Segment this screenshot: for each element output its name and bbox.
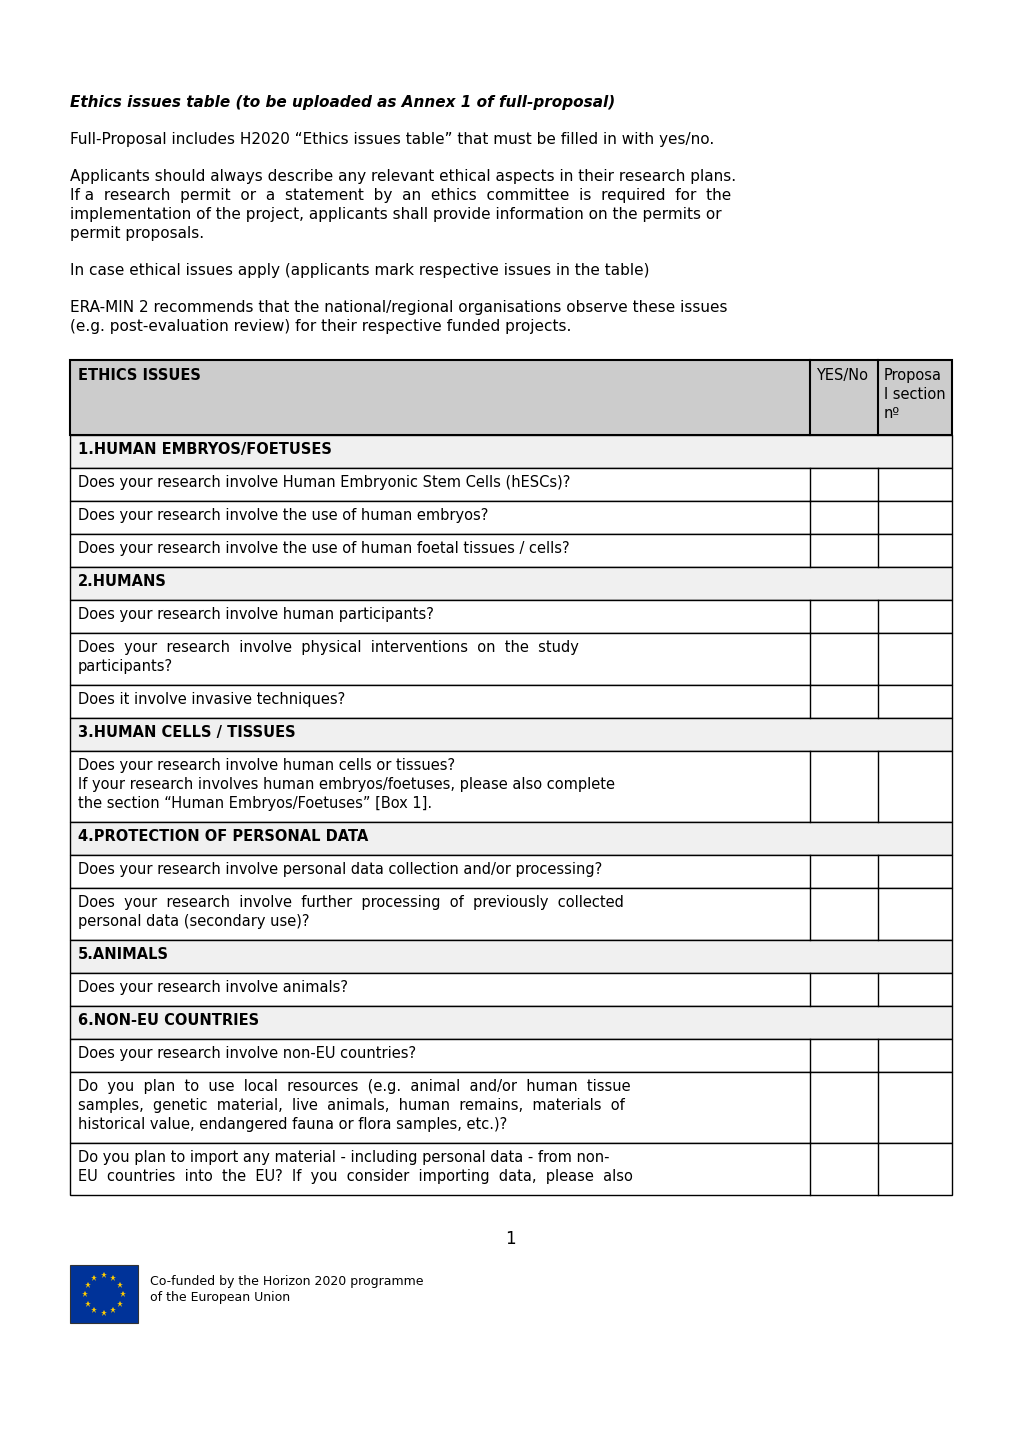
Bar [70,633,951,685]
Bar [70,1039,951,1072]
Bar [70,1006,951,1039]
Text: Applicants should always describe any relevant ethical aspects in their research: Applicants should always describe any re… [70,169,736,185]
Text: Does  your  research  involve  physical  interventions  on  the  study: Does your research involve physical inte… [77,641,579,655]
Text: permit proposals.: permit proposals. [70,227,204,241]
Text: personal data (secondary use)?: personal data (secondary use)? [77,913,309,929]
Text: Do  you  plan  to  use  local  resources  (e.g.  animal  and/or  human  tissue: Do you plan to use local resources (e.g.… [77,1079,630,1094]
Text: 2.HUMANS: 2.HUMANS [77,574,167,589]
Bar [70,685,951,719]
Text: In case ethical issues apply (applicants mark respective issues in the table): In case ethical issues apply (applicants… [70,263,649,278]
Bar [70,973,951,1006]
Text: Does it involve invasive techniques?: Does it involve invasive techniques? [77,693,344,707]
Bar [70,887,951,939]
Bar [70,468,951,501]
Text: ERA-MIN 2 recommends that the national/regional organisations observe these issu: ERA-MIN 2 recommends that the national/r… [70,300,727,315]
Text: Does your research involve the use of human foetal tissues / cells?: Does your research involve the use of hu… [77,541,569,556]
Text: Does your research involve human cells or tissues?: Does your research involve human cells o… [77,758,454,773]
Bar [70,359,951,434]
Text: samples,  genetic  material,  live  animals,  human  remains,  materials  of: samples, genetic material, live animals,… [77,1098,625,1113]
Text: 1.HUMAN EMBRYOS/FOETUSES: 1.HUMAN EMBRYOS/FOETUSES [77,442,331,457]
Text: the section “Human Embryos/Foetuses” [Box 1].: the section “Human Embryos/Foetuses” [Bo… [77,797,432,811]
Bar [70,1072,951,1143]
Text: implementation of the project, applicants shall provide information on the permi: implementation of the project, applicant… [70,206,720,222]
Text: historical value, endangered fauna or flora samples, etc.)?: historical value, endangered fauna or fl… [77,1117,506,1131]
Bar [70,1266,138,1323]
Bar [70,939,951,973]
Text: Ethics issues table (to be uploaded as Annex 1 of full-proposal): Ethics issues table (to be uploaded as A… [70,95,614,110]
Text: l section: l section [883,387,945,403]
Text: Do you plan to import any material - including personal data - from non-: Do you plan to import any material - inc… [77,1150,609,1165]
Text: of the European Union: of the European Union [150,1291,289,1304]
Text: Does  your  research  involve  further  processing  of  previously  collected: Does your research involve further proce… [77,895,624,911]
Bar [70,856,951,887]
Text: YES/No: YES/No [815,368,867,382]
Text: EU  countries  into  the  EU?  If  you  consider  importing  data,  please  also: EU countries into the EU? If you conside… [77,1169,632,1185]
Text: 3.HUMAN CELLS / TISSUES: 3.HUMAN CELLS / TISSUES [77,724,296,740]
Bar [70,750,951,823]
Text: 6.NON-EU COUNTRIES: 6.NON-EU COUNTRIES [77,1013,259,1027]
Bar [70,719,951,750]
Bar [70,434,951,468]
Text: (e.g. post-evaluation review) for their respective funded projects.: (e.g. post-evaluation review) for their … [70,319,571,333]
Text: Does your research involve Human Embryonic Stem Cells (hESCs)?: Does your research involve Human Embryon… [77,475,570,491]
Text: Full-Proposal includes H2020 “Ethics issues table” that must be filled in with y: Full-Proposal includes H2020 “Ethics iss… [70,131,713,147]
Text: 5.ANIMALS: 5.ANIMALS [77,947,169,962]
Text: Does your research involve animals?: Does your research involve animals? [77,980,347,996]
Text: 1: 1 [504,1229,515,1248]
Bar [70,1143,951,1195]
Text: Does your research involve non-EU countries?: Does your research involve non-EU countr… [77,1046,416,1061]
Text: nº: nº [883,405,900,421]
Bar [70,534,951,567]
Text: Co-funded by the Horizon 2020 programme: Co-funded by the Horizon 2020 programme [150,1276,423,1289]
Bar [70,567,951,600]
Text: Does your research involve the use of human embryos?: Does your research involve the use of hu… [77,508,488,522]
Text: Proposa: Proposa [883,368,942,382]
Text: participants?: participants? [77,659,173,674]
Text: 4.PROTECTION OF PERSONAL DATA: 4.PROTECTION OF PERSONAL DATA [77,828,368,844]
Text: Does your research involve human participants?: Does your research involve human partici… [77,608,433,622]
Text: If a  research  permit  or  a  statement  by  an  ethics  committee  is  require: If a research permit or a statement by a… [70,188,731,203]
Text: Does your research involve personal data collection and/or processing?: Does your research involve personal data… [77,861,601,877]
Bar [70,600,951,633]
Bar [70,501,951,534]
Bar [70,823,951,856]
Text: ETHICS ISSUES: ETHICS ISSUES [77,368,201,382]
Text: If your research involves human embryos/foetuses, please also complete: If your research involves human embryos/… [77,776,614,792]
